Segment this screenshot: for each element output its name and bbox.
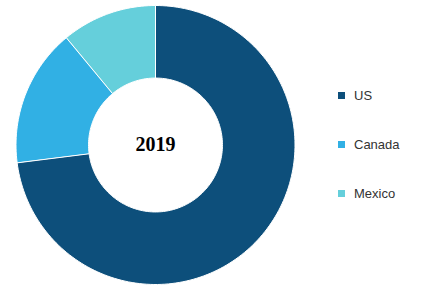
html-text:US: US: [354, 88, 373, 103]
svg-text:2019: 2019: [136, 133, 176, 155]
html-text:Mexico: Mexico: [354, 186, 396, 201]
html-text:Canada: Canada: [354, 137, 400, 152]
